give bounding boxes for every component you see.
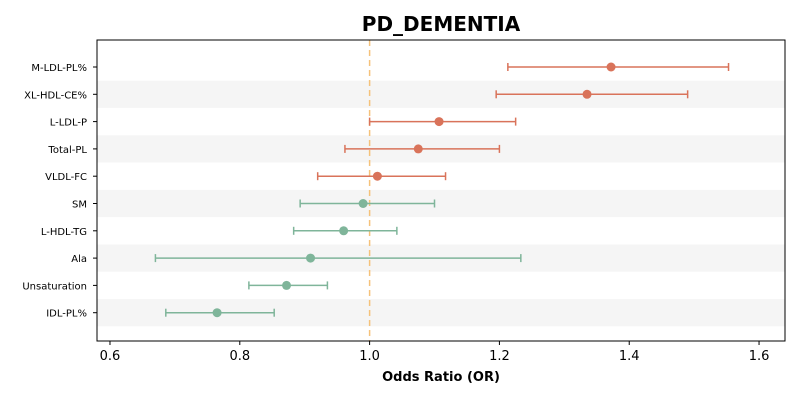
y-tick-label: M-LDL-PL% bbox=[31, 63, 87, 74]
x-tick-label: 1.0 bbox=[359, 349, 380, 364]
estimate-row bbox=[344, 144, 501, 154]
estimate-row bbox=[165, 308, 275, 318]
odds-ratio-point bbox=[282, 280, 292, 290]
odds-ratio-point bbox=[606, 62, 616, 72]
row-band bbox=[97, 189, 785, 218]
x-tick-label: 0.8 bbox=[229, 349, 250, 364]
x-tick-label: 1.2 bbox=[489, 349, 510, 364]
odds-ratio-point bbox=[372, 171, 382, 181]
estimate-marks bbox=[154, 62, 730, 318]
odds-ratio-point bbox=[339, 226, 349, 236]
odds-ratio-point bbox=[413, 144, 423, 154]
y-tick-label: Unsaturation bbox=[22, 281, 87, 292]
estimate-row bbox=[495, 89, 689, 99]
odds-ratio-point bbox=[434, 117, 444, 127]
y-tick-label: L-LDL-P bbox=[50, 118, 87, 129]
estimate-row bbox=[507, 62, 730, 72]
row-bands bbox=[97, 80, 785, 327]
x-axis-label: Odds Ratio (OR) bbox=[382, 370, 500, 385]
y-tick-label: L-HDL-TG bbox=[41, 227, 87, 238]
estimate-row bbox=[299, 199, 436, 208]
odds-ratio-point bbox=[582, 89, 592, 99]
y-tick-label: IDL-PL% bbox=[46, 309, 87, 320]
y-tick-label: Total-PL bbox=[47, 145, 87, 156]
odds-ratio-point bbox=[212, 308, 222, 318]
estimate-row bbox=[292, 226, 398, 236]
x-axis-ticks: 0.6 0.8 1.0 1.2 1.4 1.6 bbox=[100, 341, 770, 364]
estimate-row bbox=[316, 171, 447, 181]
y-axis-ticks: M-LDL-PL% XL-HDL-CE% L-LDL-P Total-PL VLDL-F… bbox=[22, 63, 97, 320]
plot-frame bbox=[96, 39, 786, 342]
estimate-row bbox=[154, 253, 522, 263]
chart-title: PD_DEMENTIA bbox=[362, 12, 521, 36]
y-tick-label: VLDL-FC bbox=[45, 172, 87, 183]
odds-ratio-point bbox=[358, 199, 368, 208]
estimate-row bbox=[368, 117, 517, 127]
y-tick-label: SM bbox=[72, 200, 87, 211]
x-tick-label: 1.6 bbox=[749, 349, 770, 364]
estimate-row bbox=[248, 280, 329, 290]
y-tick-label: XL-HDL-CE% bbox=[24, 90, 87, 101]
odds-ratio-point bbox=[306, 253, 316, 263]
y-tick-label: Ala bbox=[71, 254, 87, 265]
x-tick-label: 0.6 bbox=[100, 349, 121, 364]
x-tick-label: 1.4 bbox=[619, 349, 640, 364]
